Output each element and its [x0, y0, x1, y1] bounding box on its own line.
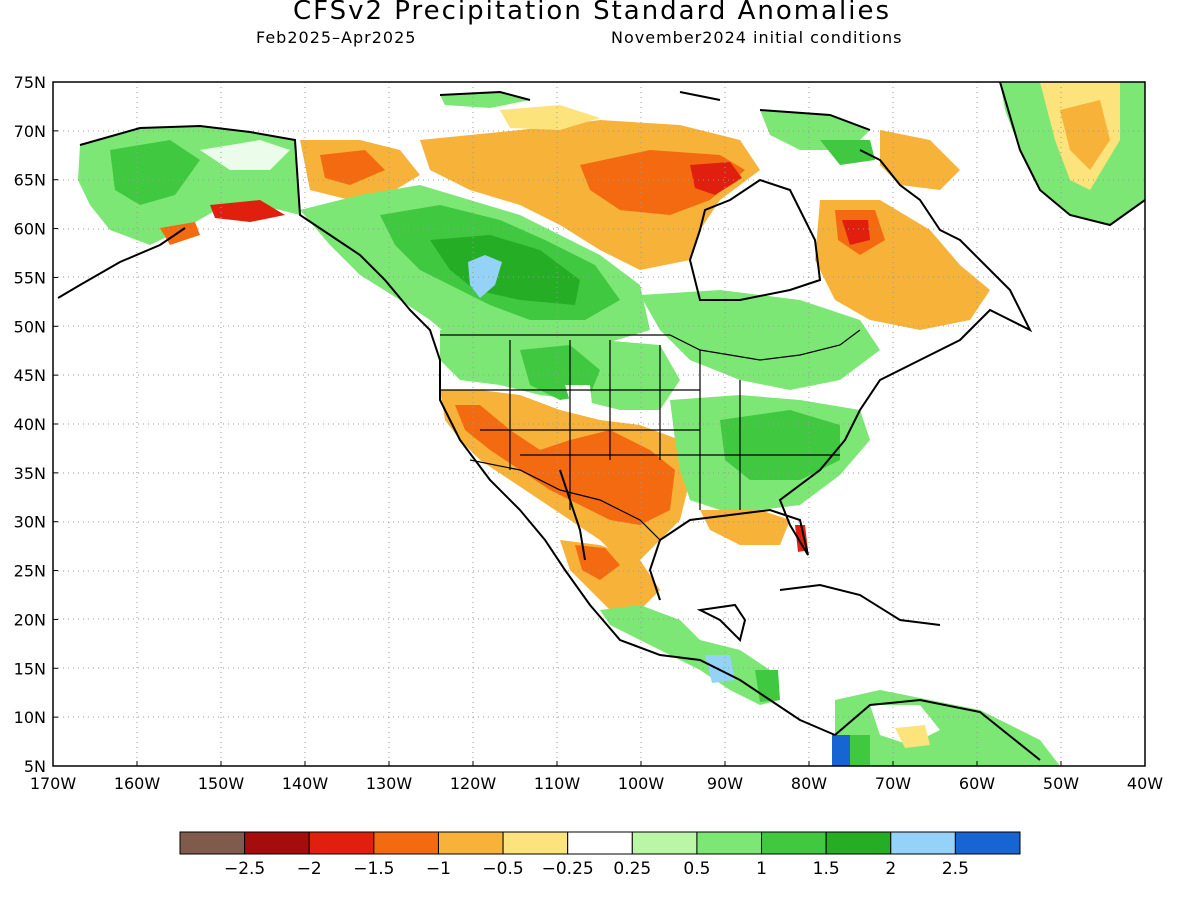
lat-label: 75N [14, 73, 46, 92]
colorbar-label: 0.5 [683, 859, 710, 879]
colorbar-label: −1.5 [353, 859, 394, 879]
colorbar-swatch [696, 831, 763, 855]
colorbar-swatch [631, 831, 698, 855]
lon-label: 50W [1043, 774, 1079, 793]
lat-label: 65N [14, 171, 46, 190]
colorbar [179, 831, 1021, 855]
colorbar-swatch [954, 831, 1021, 855]
lat-label: 25N [14, 562, 46, 581]
colorbar-label: 1.5 [813, 859, 840, 879]
colorbar-label: 2 [885, 859, 896, 879]
colorbar-swatch [179, 831, 246, 855]
lat-label: 45N [14, 366, 46, 385]
colorbar-swatch [890, 831, 956, 855]
map-title: CFSv2 Precipitation Standard Anomalies [292, 0, 892, 26]
lon-label: 100W [618, 774, 665, 793]
colorbar-swatch [502, 831, 569, 855]
colorbar-label: −1 [426, 859, 451, 879]
lon-label: 150W [198, 774, 245, 793]
lon-label: 70W [875, 774, 911, 793]
colorbar-swatch [825, 831, 892, 855]
colorbar-swatch [308, 831, 375, 855]
lat-label: 10N [14, 708, 46, 727]
latitude-labels: 75N 70N 65N 60N 55N 50N 45N 40N 35N 30N 25N 20N 15N 1… [14, 73, 58, 776]
lat-label: 35N [14, 464, 46, 483]
lat-label: 15N [14, 659, 46, 678]
lat-label: 50N [14, 317, 46, 336]
colorbar-swatch [567, 831, 633, 855]
colorbar-label: 1 [756, 859, 767, 879]
borders [294, 139, 861, 541]
colorbar-swatch [373, 831, 439, 855]
colorbar-label: −2 [297, 859, 322, 879]
colorbar-labels: −2.5 −2 −1.5 −1 −0.5 −0.25 0.25 0.5 1 1.5 2 2.5 [224, 859, 969, 879]
lat-label: 55N [14, 268, 46, 287]
lon-label: 40W [1127, 774, 1163, 793]
lon-label: 140W [282, 774, 329, 793]
lon-label: 60W [959, 774, 995, 793]
lat-label: 60N [14, 220, 46, 239]
colorbar-swatch [437, 831, 504, 855]
longitude-labels: 170W 160W 150W 140W 130W 120W 110W 100W 90W 80W 70… [30, 761, 1163, 793]
lon-label: 160W [114, 774, 161, 793]
graticule [53, 82, 1145, 766]
colorbar-label: −2.5 [224, 859, 265, 879]
lon-label: 80W [791, 774, 827, 793]
lat-label: 30N [14, 513, 46, 532]
forecast-period: Feb2025–Apr2025 [256, 28, 417, 47]
lon-label: 90W [707, 774, 743, 793]
colorbar-label: −0.5 [482, 859, 523, 879]
lat-label: 20N [14, 610, 46, 629]
lon-label: 170W [30, 774, 77, 793]
colorbar-swatch [244, 831, 310, 855]
lon-label: 120W [450, 774, 497, 793]
lat-label: 40N [14, 415, 46, 434]
lat-label: 70N [14, 122, 46, 141]
colorbar-label: −0.25 [542, 859, 594, 879]
colorbar-swatch [761, 831, 827, 855]
colorbar-label: 0.25 [613, 859, 651, 879]
map-area [53, 82, 1145, 766]
initial-conditions: November2024 initial conditions [611, 28, 903, 47]
lon-label: 130W [366, 774, 413, 793]
anomaly-field [78, 82, 1145, 766]
lon-label: 110W [534, 774, 581, 793]
lat-label: 5N [24, 757, 46, 776]
colorbar-label: 2.5 [942, 859, 969, 879]
